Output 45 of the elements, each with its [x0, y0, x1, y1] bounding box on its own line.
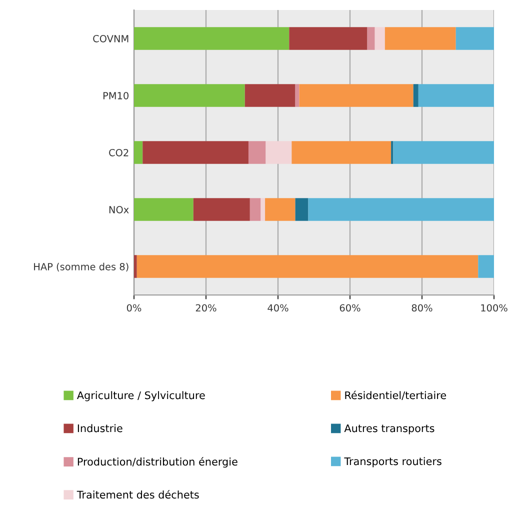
bar [265, 198, 296, 221]
bar [384, 27, 456, 50]
bar [393, 141, 494, 164]
bar [292, 141, 392, 164]
bar [367, 27, 375, 50]
x-tick-label: 40% [268, 304, 288, 312]
bar [295, 198, 308, 221]
bar [374, 27, 385, 50]
bar [134, 198, 194, 221]
legend-label: Production/distribution énergie [78, 457, 238, 468]
bar [250, 198, 261, 221]
bar [134, 255, 137, 278]
x-tick-label: 20% [196, 304, 216, 312]
legend-label: Transports routiers [344, 457, 442, 468]
bar [260, 198, 266, 221]
bar [244, 84, 296, 107]
bar [248, 141, 266, 164]
bar [134, 84, 245, 107]
bar [142, 141, 248, 164]
bar [266, 141, 292, 164]
y-tick-label: COVNM [93, 34, 128, 42]
y-tick-label: HAP (somme des 8) [34, 262, 128, 272]
legend-label: Agriculture / Sylviculture [76, 391, 205, 402]
legend-label: Traitement des déchets [76, 490, 199, 499]
bar [289, 27, 368, 50]
y-tick-label: CO2 [109, 148, 128, 156]
bar [136, 255, 478, 278]
x-tick-label: 60% [340, 304, 360, 312]
bar [456, 27, 494, 50]
x-tick-label: 80% [412, 304, 432, 312]
x-tick-label: 100% [481, 304, 508, 312]
y-tick-label: PM10 [103, 92, 128, 100]
y-tick-label: NOx [109, 206, 129, 214]
bar [134, 27, 290, 50]
legend-label: Industrie [78, 424, 122, 432]
x-tick-label: 0% [126, 304, 142, 312]
bar [299, 84, 414, 107]
bar [413, 84, 418, 107]
bar [308, 198, 494, 221]
bar [193, 198, 250, 221]
legend-label: Résidentiel/tertiaire [345, 390, 446, 400]
bar [134, 141, 143, 164]
legend-label: Autres transports [344, 424, 434, 434]
bar [418, 84, 494, 107]
bar [478, 255, 494, 278]
